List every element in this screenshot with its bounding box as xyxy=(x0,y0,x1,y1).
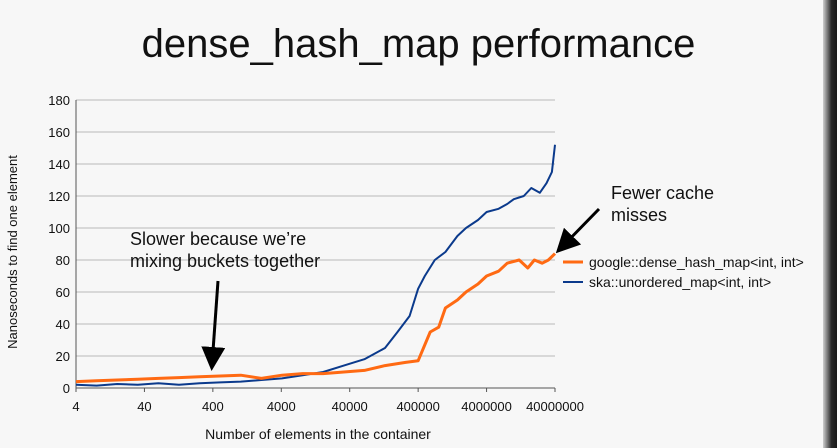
y-tick-label: 0 xyxy=(63,381,70,396)
x-tick-label: 4000000 xyxy=(461,399,512,414)
annotation-slower-line1: Slower because we’re xyxy=(130,229,306,249)
y-tick-label: 120 xyxy=(48,189,70,204)
window-edge xyxy=(823,0,837,448)
y-tick-labels: 0 20 40 60 80 100 120 140 160 180 xyxy=(48,93,70,396)
annotation-fewer-line2: misses xyxy=(611,205,667,225)
annotation-fewer-line1: Fewer cache xyxy=(611,183,714,203)
y-tick-label: 20 xyxy=(56,349,70,364)
y-tick-label: 40 xyxy=(56,317,70,332)
y-tick-label: 100 xyxy=(48,221,70,236)
legend: google::dense_hash_map<int, int> ska::un… xyxy=(563,254,804,290)
x-tick-label: 40000 xyxy=(332,399,368,414)
y-tick-label: 60 xyxy=(56,285,70,300)
annotation-fewer-arrow xyxy=(555,207,601,254)
x-tick-label: 40000000 xyxy=(526,399,584,414)
annotations: Slower because we’re mixing buckets toge… xyxy=(130,183,714,371)
x-tick-label: 400 xyxy=(202,399,224,414)
y-axis-label: Nanoseconds to find one element xyxy=(5,155,20,349)
slide-title: dense_hash_map performance xyxy=(141,22,696,66)
series-lines xyxy=(75,144,557,387)
legend-label-ska: ska::unordered_map<int, int> xyxy=(589,274,771,290)
y-tick-label: 180 xyxy=(48,93,70,108)
series-line-ska-unordered-map xyxy=(75,144,556,387)
x-tick-labels: 4 40 400 4000 40000 400000 4000000 40000000 xyxy=(72,388,584,414)
x-axis-label: Number of elements in the container xyxy=(205,426,431,442)
x-tick-label: 40 xyxy=(137,399,151,414)
x-tick-label: 400000 xyxy=(396,399,439,414)
y-tick-label: 160 xyxy=(48,125,70,140)
annotation-slower-line2: mixing buckets together xyxy=(130,251,320,271)
x-tick-label: 4000 xyxy=(267,399,296,414)
annotation-slower-arrow xyxy=(201,280,226,371)
x-tick-label: 4 xyxy=(72,399,79,414)
gridlines xyxy=(76,99,555,357)
axes xyxy=(75,100,555,389)
y-tick-label: 80 xyxy=(56,253,70,268)
series-line-dense-hash-map xyxy=(75,252,557,384)
y-tick-label: 140 xyxy=(48,157,70,172)
legend-label-dense: google::dense_hash_map<int, int> xyxy=(589,254,804,270)
